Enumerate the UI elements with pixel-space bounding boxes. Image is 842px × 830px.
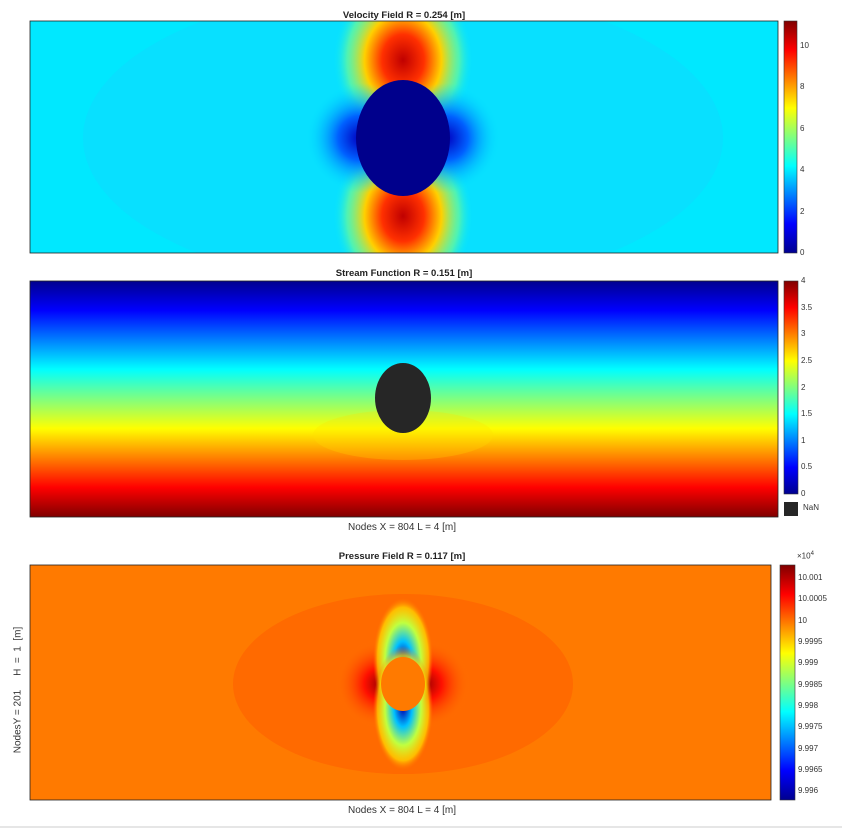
colorbar-tick-label: 9.998: [798, 701, 819, 710]
velocity-obstacle: [356, 80, 450, 196]
stream-title: Stream Function R = 0.151 [m]: [335, 268, 473, 279]
stream-plot: [30, 281, 778, 517]
colorbar-tick-label: 1: [801, 435, 806, 445]
colorbar-tick-label: 3.5: [801, 302, 813, 312]
pressure-ylabel: NodesY = 201 H = 1 [m]: [12, 626, 24, 754]
colorbar-tick-label: 4: [801, 276, 806, 285]
colorbar-tick-label: 6: [800, 123, 805, 133]
colorbar-tick-label: 2: [801, 382, 806, 392]
colorbar-tick-label: 9.9985: [798, 679, 823, 689]
colorbar-tick-label: 9.996: [798, 786, 819, 796]
colorbar-tick-label: 2.5: [801, 355, 813, 365]
pressure-title: Pressure Field R = 0.117 [m]: [338, 551, 466, 562]
colorbar-tick-label: 4: [800, 165, 805, 175]
velocity-title: Velocity Field R = 0.254 [m]: [342, 10, 466, 21]
colorbar-tick-label: 0: [801, 489, 806, 498]
colorbar-tick-label: 9.9995: [798, 636, 823, 646]
stream-wake: [313, 410, 493, 460]
stream-xlabel: Nodes X = 804 L = 4 [m]: [347, 522, 457, 533]
velocity-colorbar: [783, 20, 798, 254]
colorbar-tick-label: 10.0005: [798, 594, 827, 604]
colorbar-tick-label: 3: [801, 329, 806, 339]
nan-label: NaN: [803, 503, 820, 512]
colorbar-tick-label: 2: [800, 206, 805, 216]
colorbar-tick-label: 0.5: [801, 462, 813, 472]
colorbar-tick-label: 9.9975: [798, 722, 823, 732]
colorbar-tick-label: 10: [800, 40, 809, 50]
colorbar-tick-label: 9.997: [798, 743, 819, 753]
colorbar-tick-label: 9.999: [798, 658, 819, 668]
pressure-obstacle: [381, 657, 425, 711]
stream-colorbar: [783, 280, 799, 495]
colorbar-tick-label: 10: [798, 615, 807, 625]
nan-swatch: [784, 502, 798, 516]
colorbar-multiplier: ×104: [797, 551, 814, 561]
colorbar-tick-label: 9.9965: [798, 765, 823, 775]
colorbar-tick-label: 10.001: [798, 572, 823, 582]
pressure-plot: [30, 565, 771, 800]
pressure-xlabel: Nodes X = 804 L = 4 [m]: [347, 805, 457, 816]
velocity-plot: [30, 21, 778, 253]
colorbar-tick-label: 0: [800, 248, 805, 257]
colorbar-tick-label: 8: [800, 82, 805, 92]
pressure-colorbar: [779, 564, 796, 801]
stream-obstacle: [375, 363, 431, 433]
colorbar-tick-label: 1.5: [801, 409, 813, 419]
